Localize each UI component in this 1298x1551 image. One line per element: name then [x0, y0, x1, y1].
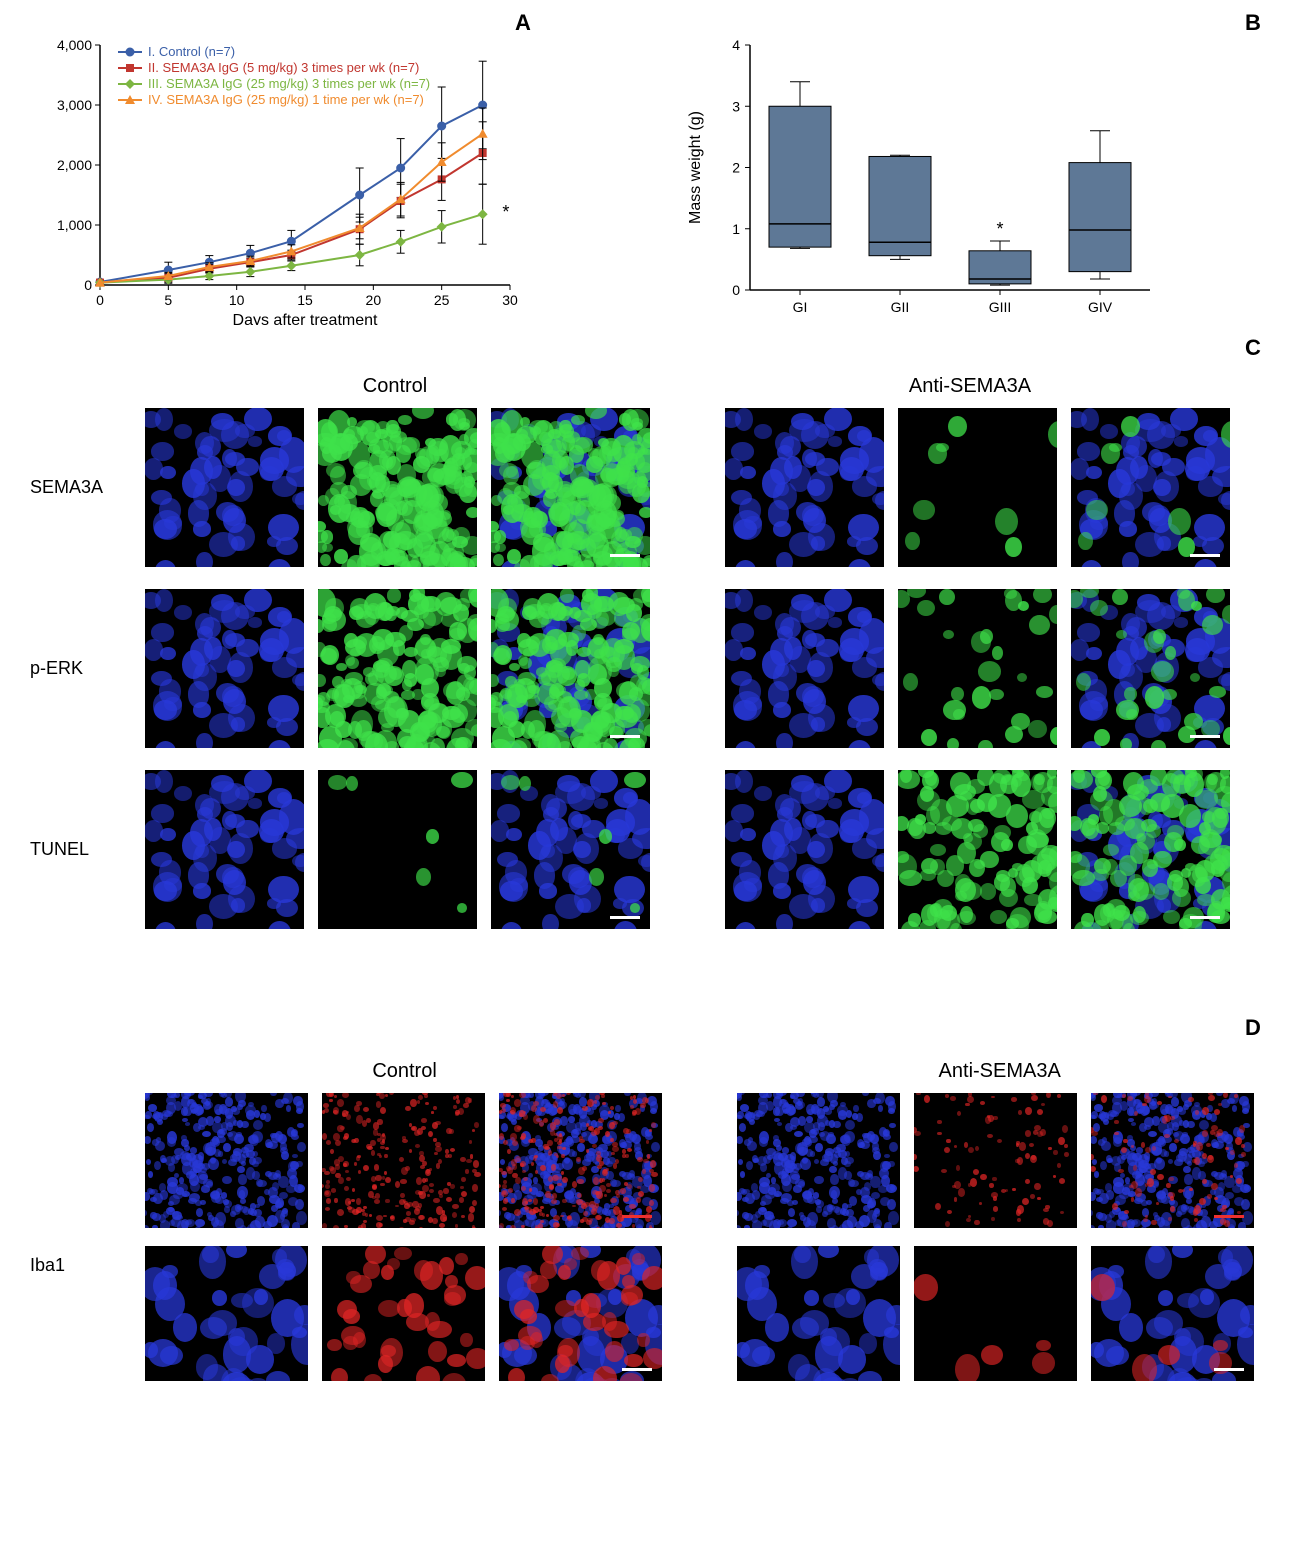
scalebar-icon: [1214, 1215, 1244, 1218]
svg-text:0: 0: [732, 282, 740, 298]
scalebar-icon: [610, 735, 640, 738]
svg-text:5: 5: [164, 292, 172, 308]
svg-text:IV. SEMA3A IgG (25 mg/kg) 1 ti: IV. SEMA3A IgG (25 mg/kg) 1 time per wk …: [148, 92, 424, 107]
micrograph: [725, 770, 884, 929]
micrograph: [737, 1093, 900, 1228]
micrograph: [898, 770, 1057, 929]
svg-text:10: 10: [229, 292, 245, 308]
scalebar-icon: [1214, 1368, 1244, 1371]
svg-text:20: 20: [366, 292, 382, 308]
scalebar-icon: [1190, 916, 1220, 919]
micrograph: [725, 589, 884, 748]
svg-text:4: 4: [732, 37, 740, 53]
svg-text:3,000: 3,000: [57, 97, 92, 113]
row-label: p-ERK: [30, 658, 145, 679]
panel-c-group-antisema3a: Anti-SEMA3A: [720, 375, 1220, 398]
micrograph: [898, 589, 1057, 748]
micrograph: [145, 1093, 308, 1228]
svg-text:3: 3: [732, 98, 740, 114]
svg-text:*: *: [502, 202, 509, 222]
svg-text:1,000: 1,000: [57, 217, 92, 233]
svg-text:GI: GI: [793, 299, 808, 315]
micrograph: [499, 1246, 662, 1381]
row-label-iba1: Iba1: [30, 1255, 65, 1276]
micrograph: [491, 770, 650, 929]
svg-text:2: 2: [732, 160, 740, 176]
micrograph: [914, 1093, 1077, 1228]
micrograph: [322, 1093, 485, 1228]
micrograph: [898, 408, 1057, 567]
row-label: SEMA3A: [30, 477, 145, 498]
svg-text:2,000: 2,000: [57, 157, 92, 173]
micrograph: [1091, 1246, 1254, 1381]
micrograph: [1091, 1093, 1254, 1228]
scalebar-icon: [622, 1215, 652, 1218]
svg-text:4,000: 4,000: [57, 37, 92, 53]
svg-text:GII: GII: [891, 299, 910, 315]
svg-text:0: 0: [96, 292, 104, 308]
svg-text:GIV: GIV: [1088, 299, 1113, 315]
panel-label-d: D: [1245, 1015, 1261, 1041]
micrograph: [491, 589, 650, 748]
svg-text:Days after treatment: Days after treatment: [233, 312, 379, 325]
micrograph: [318, 589, 477, 748]
micrograph: [145, 408, 304, 567]
scalebar-icon: [1190, 554, 1220, 557]
micrograph: [499, 1093, 662, 1228]
micrograph: [318, 408, 477, 567]
micrograph: [737, 1246, 900, 1381]
micrograph: [322, 1246, 485, 1381]
micrograph: [145, 1246, 308, 1381]
micrograph: [1071, 770, 1230, 929]
panel-label-b: B: [1245, 10, 1261, 36]
svg-text:15: 15: [297, 292, 313, 308]
scalebar-icon: [610, 916, 640, 919]
svg-text:*: *: [996, 219, 1003, 239]
svg-text:1: 1: [732, 221, 740, 237]
scalebar-icon: [610, 554, 640, 557]
svg-text:III. SEMA3A IgG (25 mg/kg) 3 t: III. SEMA3A IgG (25 mg/kg) 3 times per w…: [148, 76, 430, 91]
scalebar-icon: [1190, 735, 1220, 738]
micrograph: [725, 408, 884, 567]
panel-d-group-antisema3a: Anti-SEMA3A: [739, 1060, 1260, 1083]
row-label: TUNEL: [30, 839, 145, 860]
panel-c-micrograph-grid: Control Anti-SEMA3A SEMA3A p-ERK TUNEL: [30, 375, 1260, 951]
svg-text:Mass weight (g): Mass weight (g): [687, 111, 704, 224]
micrograph: [1071, 408, 1230, 567]
svg-text:30: 30: [502, 292, 518, 308]
micrograph: [491, 408, 650, 567]
panel-a-line-chart: 0 1,000 2,000 3,000 4,000 0 5 10 15 20 25 30 Days af…: [30, 30, 530, 325]
panel-d-micrograph-grid: Control Anti-SEMA3A: [30, 1060, 1260, 1399]
svg-text:0: 0: [84, 277, 92, 293]
svg-text:GIII: GIII: [989, 299, 1012, 315]
panel-d-group-control: Control: [144, 1060, 665, 1083]
panel-label-c: C: [1245, 335, 1261, 361]
micrograph: [1071, 589, 1230, 748]
panel-b-box-plot: 0 1 2 3 4 Mass weight (g) GI GII GIII * GIV: [670, 30, 1170, 325]
micrograph: [318, 770, 477, 929]
micrograph: [914, 1246, 1077, 1381]
micrograph: [145, 589, 304, 748]
micrograph: [145, 770, 304, 929]
scalebar-icon: [622, 1368, 652, 1371]
panel-c-group-control: Control: [145, 375, 645, 398]
svg-text:I. Control (n=7): I. Control (n=7): [148, 44, 235, 59]
svg-text:25: 25: [434, 292, 450, 308]
svg-text:II. SEMA3A IgG (5 mg/kg) 3 tim: II. SEMA3A IgG (5 mg/kg) 3 times per wk …: [148, 60, 419, 75]
